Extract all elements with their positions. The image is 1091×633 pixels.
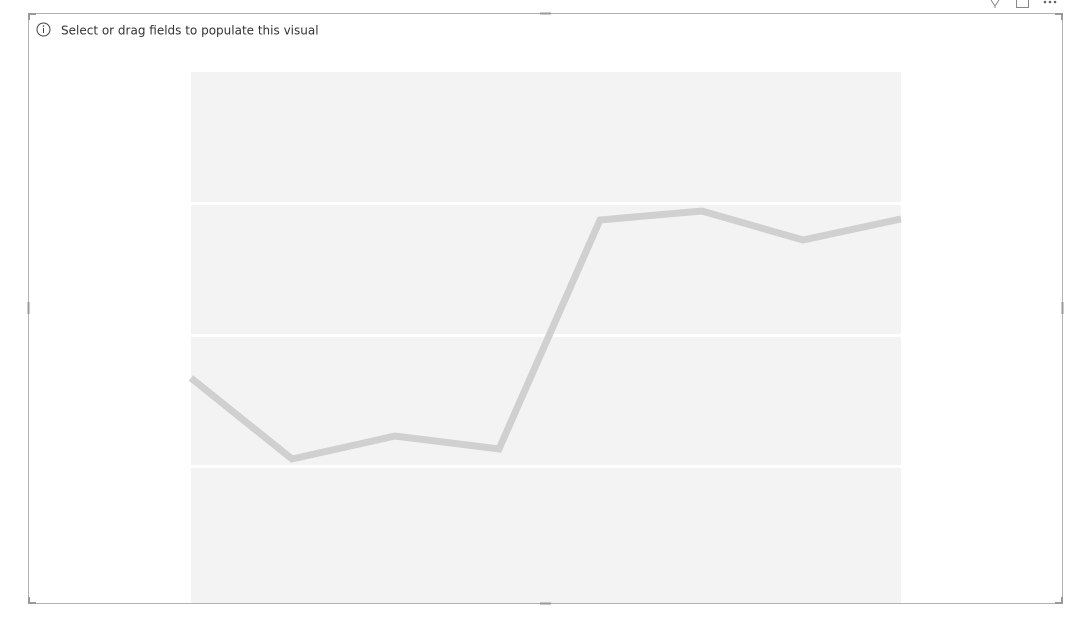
more-options-icon[interactable]: [1043, 0, 1057, 4]
visual-header-icons[interactable]: [990, 0, 1057, 8]
resize-handles[interactable]: [27, 12, 1064, 605]
focus-icon[interactable]: [1016, 0, 1029, 8]
populate-message: Select or drag fields to populate this v…: [61, 24, 319, 38]
placeholder-line: [188, 207, 902, 463]
info-icon-dot: [42, 25, 45, 27]
info-icon: [36, 22, 51, 37]
filter-icon[interactable]: [990, 0, 1000, 8]
